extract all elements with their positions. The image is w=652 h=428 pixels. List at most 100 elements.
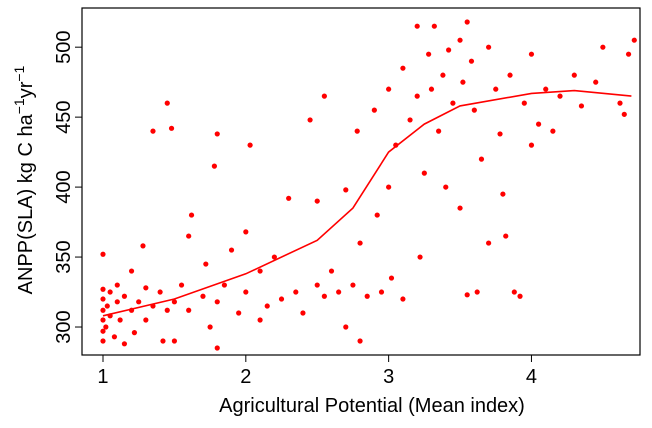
point — [440, 72, 446, 78]
y-tick-label: 450 — [53, 100, 75, 133]
point — [150, 128, 156, 134]
point — [517, 293, 523, 299]
point — [571, 72, 577, 78]
point — [374, 212, 380, 218]
point — [474, 289, 480, 295]
point — [200, 293, 206, 299]
point — [364, 293, 370, 299]
point — [100, 286, 106, 292]
point — [617, 100, 623, 106]
point — [511, 289, 517, 295]
point — [168, 125, 175, 131]
point — [631, 37, 637, 43]
point — [357, 240, 363, 246]
point — [343, 324, 349, 330]
point — [386, 86, 392, 92]
point — [625, 51, 632, 57]
point — [111, 334, 118, 340]
point — [271, 254, 277, 260]
point — [464, 292, 470, 298]
point — [414, 23, 420, 29]
point — [140, 243, 146, 249]
y-axis-label: ANPP(SLA) kg C ha−1yr−1 — [11, 65, 37, 294]
point — [221, 282, 227, 288]
point — [378, 289, 385, 295]
point — [121, 293, 128, 299]
point — [143, 317, 149, 323]
point — [314, 198, 320, 204]
y-tick-label: 400 — [53, 170, 75, 203]
point — [414, 93, 420, 99]
point — [257, 268, 263, 274]
point — [293, 289, 299, 295]
point — [457, 37, 463, 43]
point — [464, 19, 470, 25]
point — [243, 229, 249, 235]
point — [214, 345, 220, 351]
point — [211, 163, 217, 169]
point — [386, 184, 392, 190]
point — [186, 233, 192, 239]
point — [100, 307, 106, 313]
point — [426, 51, 432, 57]
point — [300, 310, 306, 316]
point — [478, 156, 485, 162]
point — [164, 307, 170, 313]
point — [400, 65, 406, 71]
point — [336, 289, 342, 295]
point — [528, 51, 535, 57]
point — [100, 296, 106, 302]
point — [400, 296, 406, 302]
point — [100, 328, 106, 334]
y-tick-label: 500 — [53, 30, 75, 63]
point — [178, 282, 185, 288]
point — [407, 117, 413, 123]
point — [114, 299, 120, 305]
x-tick-label: 4 — [526, 366, 537, 388]
point — [486, 44, 492, 50]
point — [436, 128, 442, 134]
point — [621, 111, 627, 117]
point — [457, 205, 463, 211]
x-tick-label: 2 — [240, 366, 251, 388]
point — [100, 338, 106, 344]
y-label-part: ANPP(SLA) kg C ha — [15, 113, 37, 294]
point — [354, 128, 360, 134]
point — [171, 338, 178, 344]
point — [428, 86, 435, 92]
point — [421, 170, 427, 176]
point — [157, 289, 163, 295]
point — [417, 254, 423, 260]
point — [471, 107, 477, 113]
point — [307, 117, 313, 123]
point — [114, 282, 120, 288]
point — [186, 307, 192, 313]
point — [343, 187, 349, 193]
point — [500, 191, 506, 197]
point — [371, 107, 377, 113]
point — [328, 268, 335, 274]
point — [243, 289, 249, 295]
point — [104, 303, 110, 309]
point — [100, 251, 106, 257]
point — [497, 131, 503, 137]
point — [593, 79, 599, 85]
point — [578, 103, 585, 109]
point — [203, 261, 209, 267]
y-label-part: yr — [15, 81, 37, 98]
y-label-sup: −1 — [11, 65, 27, 81]
point — [143, 285, 149, 291]
point — [171, 299, 178, 305]
point — [121, 341, 128, 347]
x-tick-label: 1 — [97, 366, 108, 388]
point — [557, 93, 563, 99]
point — [543, 86, 549, 92]
plot-frame — [81, 7, 641, 356]
point — [128, 268, 135, 274]
point — [486, 240, 492, 246]
point — [535, 121, 542, 127]
point — [286, 195, 292, 201]
point — [100, 317, 106, 323]
point — [257, 317, 263, 323]
point — [521, 100, 527, 106]
